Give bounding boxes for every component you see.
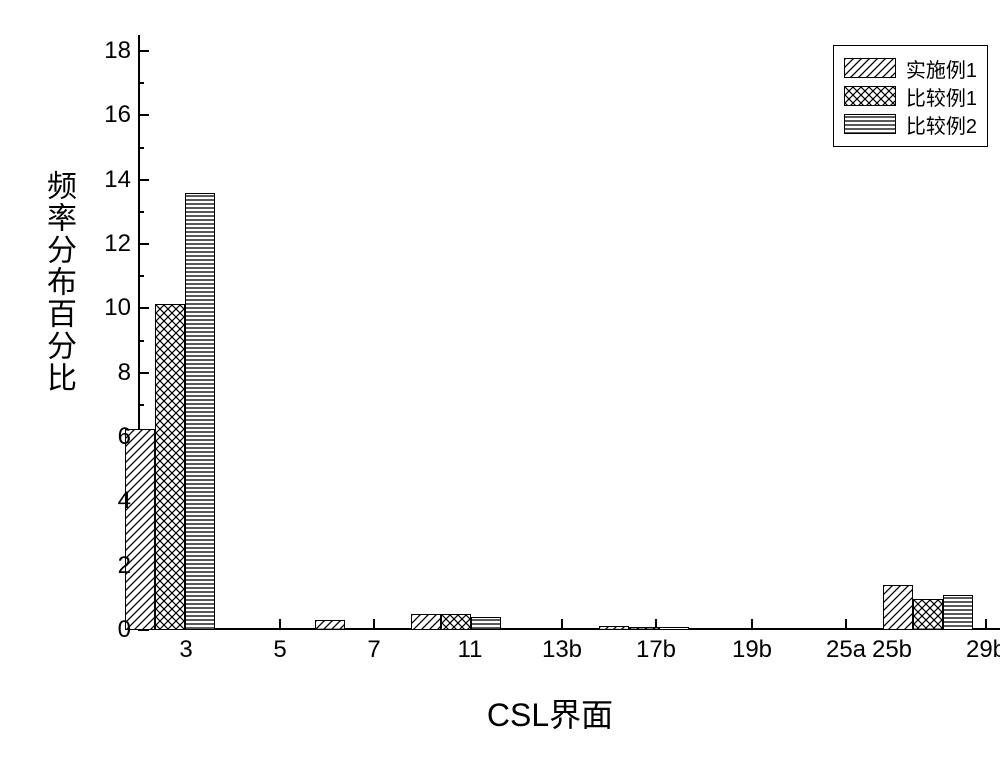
legend-swatch [844,58,896,78]
y-tick [138,114,149,116]
y-tick-label: 14 [93,166,131,194]
legend-swatch [844,114,896,134]
bar [977,628,1000,630]
x-tick-label: 13b [542,636,582,664]
bar [441,614,471,630]
legend-label: 比较例1 [906,82,977,111]
x-tick [373,619,375,630]
x-tick-label: 25b [872,636,912,664]
bar [755,628,785,630]
y-tick-label: 4 [93,487,131,515]
bar [125,429,155,630]
bar [725,628,755,630]
y-minor-tick [138,404,144,406]
y-tick-label: 2 [93,552,131,580]
bar [695,628,725,630]
y-tick [138,372,149,374]
x-tick-label: 29b [966,636,1000,664]
x-tick-label: 17b [636,636,676,664]
bar [599,626,629,630]
bar [913,599,943,630]
x-tick-label: 3 [179,636,192,664]
bar [849,628,879,630]
y-tick-label: 18 [93,37,131,65]
x-tick [279,619,281,630]
y-tick-label: 12 [93,230,131,258]
y-minor-tick [138,82,144,84]
bar [659,627,689,630]
legend-item: 比较例1 [844,82,977,110]
y-minor-tick [138,275,144,277]
y-tick-label: 6 [93,423,131,451]
x-tick-label: 7 [367,636,380,664]
bar [505,628,535,630]
legend-item: 实施例1 [844,54,977,82]
bar [629,627,659,630]
chart-figure: 频率分布百分比 CSL界面 实施例1比较例1比较例2 0 2 4 6 8 10 12 14 16… [0,0,1000,766]
y-minor-tick [138,211,144,213]
y-tick [138,50,149,52]
bar [471,617,501,630]
y-axis-label: 频率分布百分比 [36,170,80,394]
legend-swatch [844,86,896,106]
legend-label: 比较例2 [906,110,977,139]
bar [315,620,345,630]
bar [943,595,973,630]
x-tick-label: 11 [458,636,483,664]
bar [411,614,441,630]
x-axis-label: CSL界面 [420,690,680,736]
y-tick [138,243,149,245]
y-tick [138,307,149,309]
y-tick-label: 16 [93,101,131,129]
y-tick-label: 10 [93,294,131,322]
bar [535,628,565,630]
bar [185,193,215,630]
bar [883,585,913,630]
y-tick [138,179,149,181]
y-minor-tick [138,340,144,342]
legend-item: 比较例2 [844,110,977,138]
y-tick-label: 8 [93,359,131,387]
legend-label: 实施例1 [906,54,977,83]
bar [155,304,185,630]
legend: 实施例1比较例1比较例2 [833,45,988,147]
bar [819,628,849,630]
x-tick-label: 5 [273,636,286,664]
bar [789,628,819,630]
y-minor-tick [138,147,144,149]
y-tick-label: 0 [93,616,131,644]
x-tick-label: 19b [732,636,772,664]
x-tick-label: 25a [826,636,866,664]
